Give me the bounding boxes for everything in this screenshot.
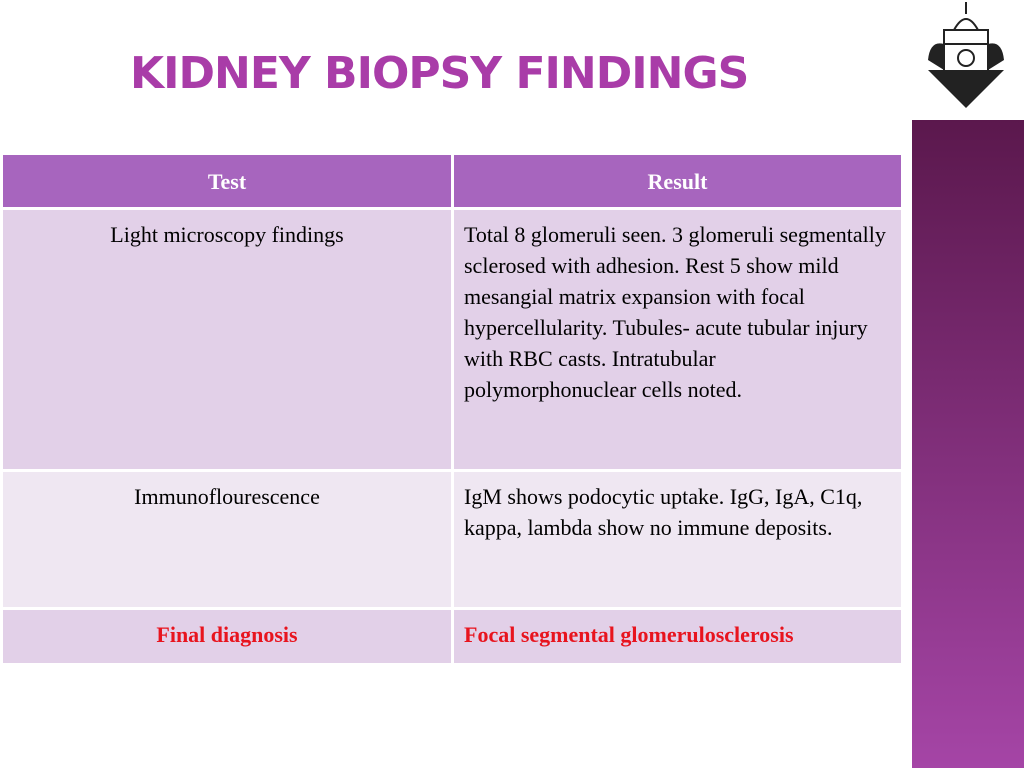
- header-row: Test Result: [0, 152, 904, 210]
- result-cell: IgM shows podocytic uptake. IgG, IgA, C1…: [451, 469, 904, 610]
- side-bar: [912, 120, 1024, 768]
- findings-table: Test Result Light microscopy findings To…: [0, 152, 904, 666]
- test-cell: Light microscopy findings: [0, 207, 454, 472]
- test-cell: Immunoflourescence: [0, 469, 454, 610]
- result-cell: Total 8 glomeruli seen. 3 glomeruli segm…: [451, 207, 904, 472]
- column-header: Test: [0, 152, 454, 210]
- slide-title: KIDNEY BIOPSY FINDINGS: [130, 48, 749, 99]
- column-header: Result: [451, 152, 904, 210]
- table-row: Immunoflourescence IgM shows podocytic u…: [0, 469, 904, 610]
- table-row: Light microscopy findings Total 8 glomer…: [0, 207, 904, 472]
- test-cell: Final diagnosis: [0, 607, 454, 666]
- result-cell: Focal segmental glomerulosclerosis: [451, 607, 904, 666]
- table-row: Final diagnosis Focal segmental glomerul…: [0, 607, 904, 666]
- logo: [928, 2, 1004, 108]
